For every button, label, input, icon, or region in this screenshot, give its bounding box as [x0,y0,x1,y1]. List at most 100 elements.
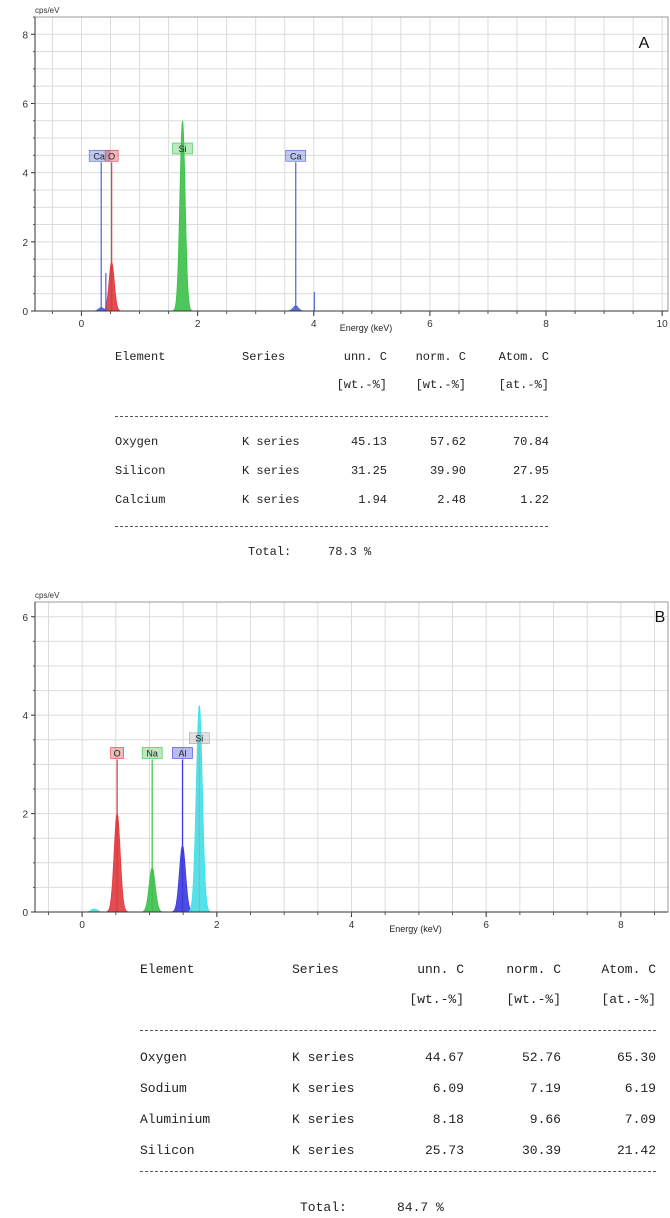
column-header: Series [292,962,339,977]
peak-label-badge [189,732,210,744]
peak-label-badge [88,149,110,162]
table-cell: Sodium [140,1081,187,1096]
column-header: Element [115,350,166,364]
y-tick-label: 2 [22,238,28,249]
x-tick-label: 2 [214,920,220,931]
table-cell: 39.90 [429,464,466,478]
column-unit: [at.-%] [498,378,549,392]
column-unit: [wt.-%] [415,378,466,392]
table-cell: 7.09 [624,1112,656,1127]
peak-label-badge [172,142,193,155]
x-tick-label: 0 [79,920,85,931]
y-tick-label: 6 [22,613,28,624]
table-cell: 45.13 [350,435,387,449]
table-cell: K series [292,1081,355,1096]
table-cell: 25.73 [424,1143,464,1158]
column-header: unn. C [417,962,464,977]
x-tick-label: 4 [349,920,355,931]
peak-label-badge [141,747,163,759]
table-cell: 44.67 [424,1050,464,1065]
peak-label-si: Si [178,144,186,154]
table-cell: 52.76 [521,1050,561,1065]
peak-label-badge [110,747,124,759]
panel-label: B [655,609,666,626]
y-tick-label: 2 [22,810,28,821]
table-cell: Silicon [140,1143,195,1158]
table-cell: 7.19 [529,1081,561,1096]
x-tick-label: 6 [427,319,433,330]
table-cell: 31.25 [350,464,387,478]
peak-label-al: Al [178,748,186,758]
table-cell: 27.95 [512,464,549,478]
column-header: unn. C [343,350,387,364]
y-tick-label: 0 [22,908,28,919]
column-header: Series [242,350,286,364]
table-divider [115,526,548,527]
y-axis-unit: cps/eV [35,591,60,600]
column-header: Atom. C [498,350,549,364]
total-label: Total: [300,1200,347,1215]
peak-label-o: O [114,748,121,758]
x-tick-label: 4 [311,319,317,330]
table-cell: K series [242,493,300,507]
y-tick-label: 0 [22,307,28,318]
table-cell: 70.84 [512,435,549,449]
composition-table-a: Element Series unn. C norm. C Atom. C [wt.-%]… [0,340,670,560]
table-cell: 6.19 [624,1081,656,1096]
column-unit: [at.-%] [601,992,656,1007]
table-cell: 1.22 [520,493,549,507]
column-unit: [wt.-%] [336,378,387,392]
composition-table-b: Element Series unn. C norm. C Atom. C [wt.-%]… [0,950,670,1218]
table-cell: K series [292,1112,355,1127]
x-axis-label: Energy (keV) [389,924,442,934]
table-cell: 6.09 [432,1081,464,1096]
column-unit: [wt.-%] [409,992,464,1007]
column-header: norm. C [506,962,561,977]
x-tick-label: 2 [195,319,201,330]
table-cell: Calcium [115,493,166,507]
table-cell: K series [292,1050,355,1065]
peak-label-ca: Ca [93,151,105,161]
table-cell: K series [292,1143,355,1158]
table-cell: 9.66 [529,1112,561,1127]
eds-panel-a: Ca O Si Ca 0 2 4 6 8 10 0 2 4 6 8 cps/eV Energy (keV) A E… [0,0,670,560]
column-header: Element [140,962,195,977]
x-tick-label: 8 [543,319,549,330]
y-tick-label: 4 [22,711,28,722]
peak-label-badge [172,747,193,759]
eds-panel-b: O Na Al Si 0 2 4 6 8 0 2 4 6 cps/eV Energy (keV) B Elem… [0,580,670,1218]
x-tick-label: 8 [618,920,624,931]
table-cell: 30.39 [521,1143,561,1158]
column-unit: [wt.-%] [506,992,561,1007]
table-cell: Silicon [115,464,166,478]
x-axis-label: Energy (keV) [340,323,393,333]
peak-label-badge [285,149,307,162]
y-tick-label: 8 [22,30,28,41]
column-header: norm. C [415,350,466,364]
table-cell: Oxygen [140,1050,187,1065]
spectrum-chart-b: O Na Al Si 0 2 4 6 8 0 2 4 6 cps/eV Energy (keV) B [22,591,669,934]
table-divider [140,1030,656,1031]
table-cell: 2.48 [437,493,466,507]
table-cell: 1.94 [358,493,387,507]
peak-label-na: Na [146,748,158,758]
table-cell: Aluminium [140,1112,211,1127]
y-axis-unit: cps/eV [35,6,60,15]
total-label: Total: [248,545,292,559]
table-cell: 8.18 [432,1112,464,1127]
peak-label-ca: Ca [290,151,302,161]
table-cell: 57.62 [429,435,466,449]
total-value: 84.7 % [397,1200,444,1215]
table-cell: K series [242,435,300,449]
y-tick-label: 4 [22,169,28,180]
total-value: 78.3 % [328,545,372,559]
table-divider [115,416,548,417]
table-cell: K series [242,464,300,478]
x-tick-label: 10 [657,319,669,330]
peak-label-badge [104,149,119,162]
spectrum-peak [171,120,194,312]
plot-frame [34,16,669,312]
grid [35,16,668,311]
grid [35,602,668,912]
